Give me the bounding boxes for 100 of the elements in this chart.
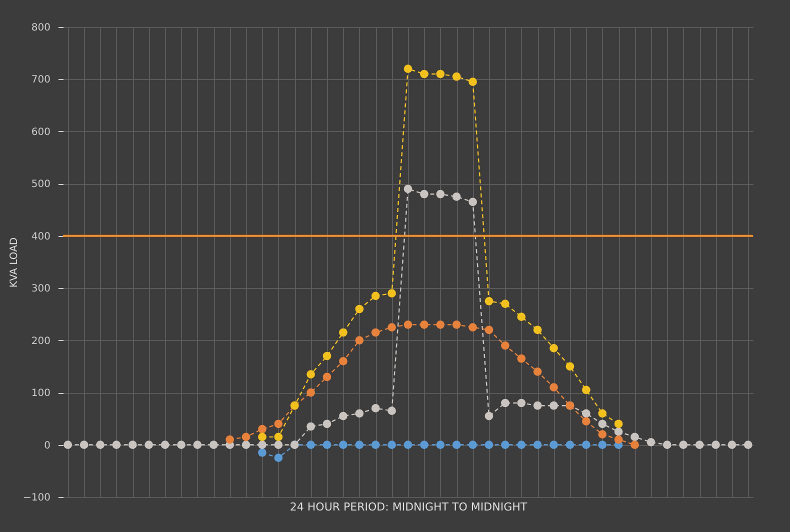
- point: [501, 341, 510, 350]
- point: [468, 440, 477, 449]
- point: [517, 440, 526, 449]
- point: [420, 440, 428, 449]
- point: [550, 383, 558, 392]
- point: [550, 401, 558, 410]
- point: [533, 326, 542, 334]
- point: [452, 320, 461, 329]
- point: [501, 300, 510, 308]
- point: [614, 435, 623, 444]
- point: [209, 440, 218, 449]
- point: [614, 420, 623, 428]
- point: [258, 432, 266, 442]
- point: [322, 372, 332, 382]
- point: [274, 420, 283, 428]
- point: [501, 440, 510, 449]
- point: [582, 417, 590, 426]
- point: [662, 440, 672, 449]
- point: [436, 190, 445, 198]
- point: [614, 428, 623, 436]
- point: [533, 367, 542, 376]
- y-tick-label: 600: [31, 126, 50, 138]
- y-tick-label: 300: [31, 284, 50, 295]
- y-axis-title: KVA LOAD: [9, 237, 20, 288]
- point: [371, 440, 380, 449]
- point: [744, 440, 752, 449]
- point: [452, 72, 461, 81]
- point: [306, 388, 315, 397]
- point: [550, 440, 558, 449]
- point: [388, 289, 396, 298]
- point: [388, 440, 396, 449]
- point: [322, 420, 332, 428]
- point: [582, 440, 590, 449]
- point: [177, 440, 186, 449]
- point: [306, 440, 315, 449]
- y-tick-label: 700: [31, 74, 50, 86]
- point: [630, 432, 639, 442]
- point: [274, 440, 283, 449]
- point: [501, 398, 510, 408]
- point: [517, 312, 526, 322]
- point: [306, 370, 315, 378]
- point: [258, 424, 266, 434]
- point: [128, 440, 137, 449]
- point: [96, 440, 104, 449]
- point: [355, 304, 364, 314]
- point: [582, 409, 590, 418]
- point: [420, 320, 428, 329]
- point: [550, 344, 558, 352]
- point: [371, 404, 380, 412]
- point: [144, 440, 154, 449]
- point: [436, 440, 445, 449]
- point: [355, 440, 364, 449]
- y-tick-label: 100: [31, 388, 50, 400]
- y-tick-label: 800: [31, 22, 50, 34]
- point: [306, 422, 315, 431]
- point: [404, 184, 412, 194]
- point: [388, 323, 396, 332]
- point: [371, 328, 380, 337]
- point: [679, 440, 688, 449]
- point: [258, 440, 266, 449]
- point: [404, 64, 412, 73]
- point: [468, 323, 477, 332]
- point: [598, 420, 607, 428]
- point: [274, 432, 283, 442]
- point: [533, 401, 542, 410]
- x-axis-title: 24 HOUR PERIOD: MIDNIGHT TO MIDNIGHT: [290, 500, 528, 514]
- point: [404, 320, 412, 329]
- point: [339, 412, 348, 420]
- y-tick-label: 400: [31, 231, 50, 242]
- point: [517, 354, 526, 363]
- point: [160, 440, 170, 449]
- point: [630, 440, 639, 449]
- point: [566, 440, 574, 449]
- point: [355, 336, 364, 345]
- point: [598, 409, 607, 418]
- point: [420, 70, 428, 78]
- point: [468, 198, 477, 206]
- point: [64, 440, 72, 449]
- point: [484, 440, 494, 449]
- point: [242, 440, 250, 449]
- point: [436, 320, 445, 329]
- point: [355, 409, 364, 418]
- point: [371, 292, 380, 300]
- point: [484, 326, 494, 334]
- point: [436, 70, 445, 78]
- point: [582, 386, 590, 394]
- point: [452, 440, 461, 449]
- point: [484, 296, 494, 306]
- point: [322, 352, 332, 360]
- point: [517, 398, 526, 408]
- point: [533, 440, 542, 449]
- point: [339, 357, 348, 366]
- point: [468, 78, 477, 86]
- y-tick-label: 500: [31, 179, 50, 190]
- point: [258, 448, 266, 457]
- y-tick-label: 0: [44, 440, 50, 452]
- point: [322, 440, 332, 449]
- point: [598, 440, 607, 449]
- point: [242, 432, 250, 442]
- point: [339, 328, 348, 337]
